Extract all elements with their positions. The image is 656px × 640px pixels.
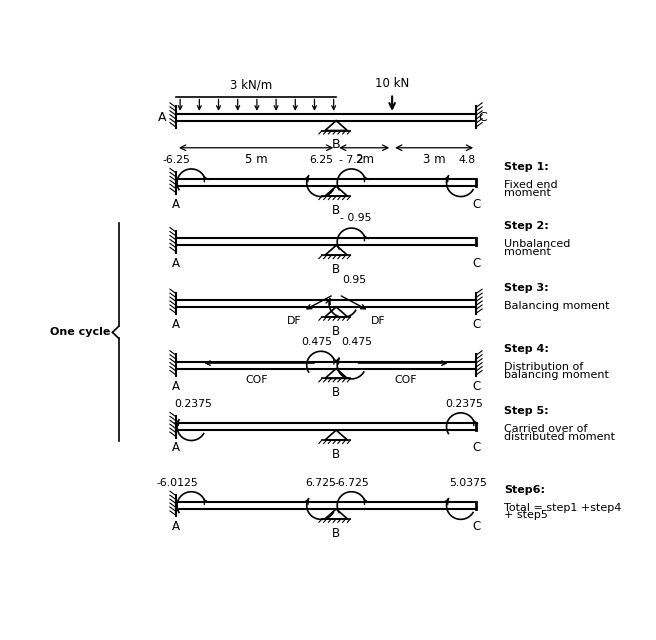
Text: B: B [332,263,340,276]
Text: moment: moment [504,188,551,198]
Text: 4.8: 4.8 [459,155,476,165]
Text: B: B [332,138,340,152]
Text: moment: moment [504,247,551,257]
Text: DF: DF [287,316,302,326]
Text: DF: DF [371,316,385,326]
Text: Step 2:: Step 2: [504,221,548,231]
Text: Step 5:: Step 5: [504,406,548,416]
Text: Step 1:: Step 1: [504,162,548,172]
Text: A: A [172,257,180,269]
Text: Carried over of: Carried over of [504,424,587,434]
Text: A: A [172,520,180,533]
Text: -6.0125: -6.0125 [156,478,198,488]
Text: Step 4:: Step 4: [504,344,549,355]
Text: C: C [479,111,487,124]
Text: distributed moment: distributed moment [504,431,615,442]
Text: B: B [332,324,340,338]
Text: 0.2375: 0.2375 [445,399,483,409]
Text: B: B [332,387,340,399]
Text: Step 3:: Step 3: [504,283,548,292]
Text: -6.725: -6.725 [334,478,369,488]
Text: Step6:: Step6: [504,484,545,495]
Text: 6.725: 6.725 [306,478,337,488]
Text: B: B [332,527,340,540]
Text: Distribution of: Distribution of [504,362,583,372]
Text: C: C [472,318,480,332]
Text: C: C [472,380,480,393]
Text: Total = step1 +step4: Total = step1 +step4 [504,502,621,513]
Text: A: A [172,198,180,211]
Text: + step5: + step5 [504,511,548,520]
Text: balancing moment: balancing moment [504,370,609,380]
Text: B: B [332,204,340,217]
Text: 0.475: 0.475 [341,337,372,348]
Text: 0.2375: 0.2375 [174,399,213,409]
Text: C: C [472,257,480,269]
Text: 0.95: 0.95 [342,275,367,285]
Text: 5 m: 5 m [245,153,268,166]
Text: - 7.2: - 7.2 [339,155,363,165]
Text: C: C [472,198,480,211]
Text: COF: COF [395,375,417,385]
Text: -6.25: -6.25 [163,155,190,165]
Text: Fixed end: Fixed end [504,180,558,190]
Text: Unbalanced: Unbalanced [504,239,570,249]
Text: A: A [172,442,180,454]
Text: 5.0375: 5.0375 [449,478,487,488]
Text: 6.25: 6.25 [309,155,333,165]
Text: - 0.95: - 0.95 [340,213,371,223]
Text: 10 kN: 10 kN [375,77,409,90]
Text: B: B [332,448,340,461]
Text: Balancing moment: Balancing moment [504,301,609,310]
Text: 3 kN/m: 3 kN/m [230,79,272,92]
Text: C: C [472,442,480,454]
Text: One cycle: One cycle [50,327,110,337]
Text: 0.475: 0.475 [301,337,333,348]
Text: 3 m: 3 m [422,153,445,166]
Text: C: C [472,520,480,533]
Text: COF: COF [245,375,268,385]
Text: A: A [158,111,167,124]
Text: 2m: 2m [355,153,374,166]
Text: A: A [172,380,180,393]
Text: A: A [172,318,180,332]
